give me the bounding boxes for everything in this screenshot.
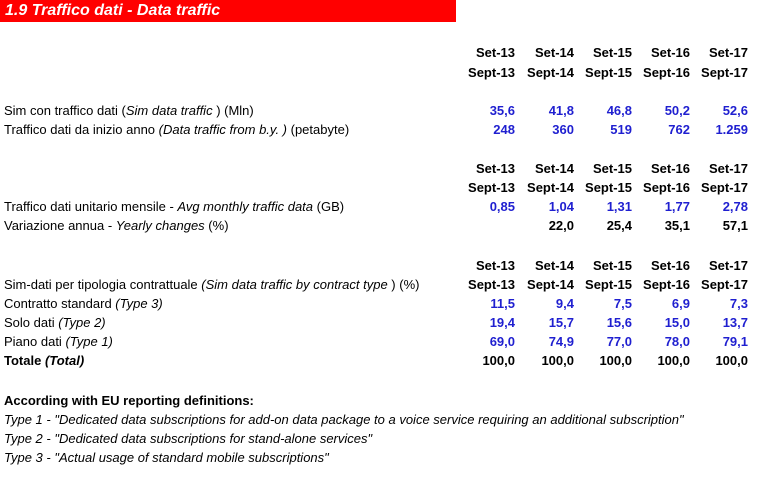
col-header: Set-14 bbox=[534, 161, 574, 176]
col-header: Sept-15 bbox=[585, 180, 632, 195]
note-line: Type 1 - "Dedicated data subscriptions f… bbox=[4, 412, 684, 427]
data-cell: 69,0 bbox=[489, 334, 515, 349]
row-label: Variazione annua - Yearly changes (%) bbox=[4, 218, 229, 233]
header-row-en-1: Sept-13 Sept-14 Sept-15 Sept-16 Sept-17 bbox=[0, 64, 768, 83]
data-cell: 9,4 bbox=[555, 296, 574, 311]
col-header: Set-15 bbox=[592, 45, 632, 60]
total-row: Totale (Total) 100,0 100,0 100,0 100,0 1… bbox=[0, 352, 768, 371]
header-row-en-2: Sept-13 Sept-14 Sept-15 Sept-16 Sept-17 bbox=[0, 179, 768, 198]
note-line: Type 2 - "Dedicated data subscriptions f… bbox=[4, 431, 373, 446]
title-bar: 1.9 Traffico dati - Data traffic bbox=[0, 0, 456, 22]
col-header: Set-16 bbox=[650, 45, 690, 60]
row-label: Contratto standard (Type 3) bbox=[4, 296, 163, 311]
data-cell: 19,4 bbox=[489, 315, 515, 330]
section-label: Sim-dati per tipologia contrattuale (Sim… bbox=[4, 277, 420, 292]
table-row: Variazione annua - Yearly changes (%) 22… bbox=[0, 217, 768, 236]
col-header: Sept-14 bbox=[527, 277, 574, 292]
header-row-it-2: Set-13 Set-14 Set-15 Set-16 Set-17 bbox=[0, 160, 768, 179]
data-cell: 1,04 bbox=[548, 199, 574, 214]
note-line: Type 3 - "Actual usage of standard mobil… bbox=[4, 450, 329, 465]
data-cell: 519 bbox=[610, 122, 632, 137]
col-header: Sept-14 bbox=[527, 180, 574, 195]
data-cell: 25,4 bbox=[606, 218, 632, 233]
header-row-en-3: Sim-dati per tipologia contrattuale (Sim… bbox=[0, 276, 768, 295]
data-cell: 57,1 bbox=[722, 218, 748, 233]
col-header: Sept-13 bbox=[468, 180, 515, 195]
data-cell: 35,1 bbox=[664, 218, 690, 233]
col-header: Set-13 bbox=[475, 161, 515, 176]
data-cell: 100,0 bbox=[482, 353, 515, 368]
col-header: Set-16 bbox=[650, 161, 690, 176]
col-header: Sept-15 bbox=[585, 65, 632, 80]
col-header: Sept-17 bbox=[701, 65, 748, 80]
data-cell: 762 bbox=[668, 122, 690, 137]
data-cell: 2,78 bbox=[722, 199, 748, 214]
data-cell: 22,0 bbox=[548, 218, 574, 233]
data-cell: 1,77 bbox=[664, 199, 690, 214]
col-header: Set-15 bbox=[592, 258, 632, 273]
col-header: Sept-16 bbox=[643, 277, 690, 292]
header-row-it-1: Set-13 Set-14 Set-15 Set-16 Set-17 bbox=[0, 44, 768, 63]
col-header: Set-17 bbox=[708, 45, 748, 60]
table-row: Contratto standard (Type 3) 11,5 9,4 7,5… bbox=[0, 295, 768, 314]
row-label: Traffico dati da inizio anno (Data traff… bbox=[4, 122, 350, 137]
table-row: Traffico dati unitario mensile - Avg mon… bbox=[0, 198, 768, 217]
data-cell: 41,8 bbox=[548, 103, 574, 118]
data-cell: 11,5 bbox=[490, 296, 515, 311]
notes-heading: According with EU reporting definitions: bbox=[4, 393, 254, 408]
data-cell: 15,6 bbox=[606, 315, 632, 330]
data-cell: 7,3 bbox=[729, 296, 748, 311]
row-label: Piano dati (Type 1) bbox=[4, 334, 113, 349]
table-row: Sim con traffico dati (Sim data traffic … bbox=[0, 102, 768, 121]
table-row: Solo dati (Type 2) 19,4 15,7 15,6 15,0 1… bbox=[0, 314, 768, 333]
col-header: Set-15 bbox=[592, 161, 632, 176]
col-header: Set-14 bbox=[534, 45, 574, 60]
data-cell: 100,0 bbox=[657, 353, 690, 368]
data-cell: 50,2 bbox=[664, 103, 690, 118]
col-header: Set-17 bbox=[708, 258, 748, 273]
data-cell: 15,0 bbox=[664, 315, 690, 330]
header-row-it-3: Set-13 Set-14 Set-15 Set-16 Set-17 bbox=[0, 257, 768, 276]
col-header: Sept-17 bbox=[701, 180, 748, 195]
data-cell: 7,5 bbox=[613, 296, 632, 311]
data-cell: 1.259 bbox=[715, 122, 748, 137]
data-cell: 77,0 bbox=[606, 334, 632, 349]
col-header: Sept-15 bbox=[585, 277, 632, 292]
data-cell: 79,1 bbox=[722, 334, 748, 349]
col-header: Sept-14 bbox=[527, 65, 574, 80]
data-cell: 52,6 bbox=[722, 103, 748, 118]
data-cell: 15,7 bbox=[548, 315, 574, 330]
col-header: Set-14 bbox=[534, 258, 574, 273]
col-header: Set-17 bbox=[708, 161, 748, 176]
col-header: Sept-16 bbox=[643, 65, 690, 80]
row-label: Sim con traffico dati (Sim data traffic … bbox=[4, 103, 254, 118]
data-cell: 100,0 bbox=[541, 353, 574, 368]
col-header: Sept-16 bbox=[643, 180, 690, 195]
col-header: Sept-17 bbox=[701, 277, 748, 292]
row-label: Totale (Total) bbox=[4, 353, 85, 368]
col-header: Set-13 bbox=[475, 45, 515, 60]
col-header: Sept-13 bbox=[468, 65, 515, 80]
table-row: Piano dati (Type 1) 69,0 74,9 77,0 78,0 … bbox=[0, 333, 768, 352]
col-header: Set-13 bbox=[475, 258, 515, 273]
data-cell: 46,8 bbox=[606, 103, 632, 118]
data-cell: 13,7 bbox=[722, 315, 748, 330]
row-label: Solo dati (Type 2) bbox=[4, 315, 106, 330]
col-header: Sept-13 bbox=[468, 277, 515, 292]
data-cell: 35,6 bbox=[489, 103, 515, 118]
table-row: Traffico dati da inizio anno (Data traff… bbox=[0, 121, 768, 140]
data-cell: 74,9 bbox=[548, 334, 574, 349]
col-header: Set-16 bbox=[650, 258, 690, 273]
data-cell: 248 bbox=[493, 122, 515, 137]
page-title: 1.9 Traffico dati - Data traffic bbox=[5, 2, 221, 19]
data-cell: 100,0 bbox=[715, 353, 748, 368]
data-cell: 78,0 bbox=[664, 334, 690, 349]
data-cell: 1,31 bbox=[606, 199, 632, 214]
data-cell: 0,85 bbox=[489, 199, 515, 214]
data-cell: 6,9 bbox=[671, 296, 690, 311]
row-label: Traffico dati unitario mensile - Avg mon… bbox=[4, 199, 345, 214]
data-cell: 100,0 bbox=[599, 353, 632, 368]
data-cell: 360 bbox=[552, 122, 574, 137]
